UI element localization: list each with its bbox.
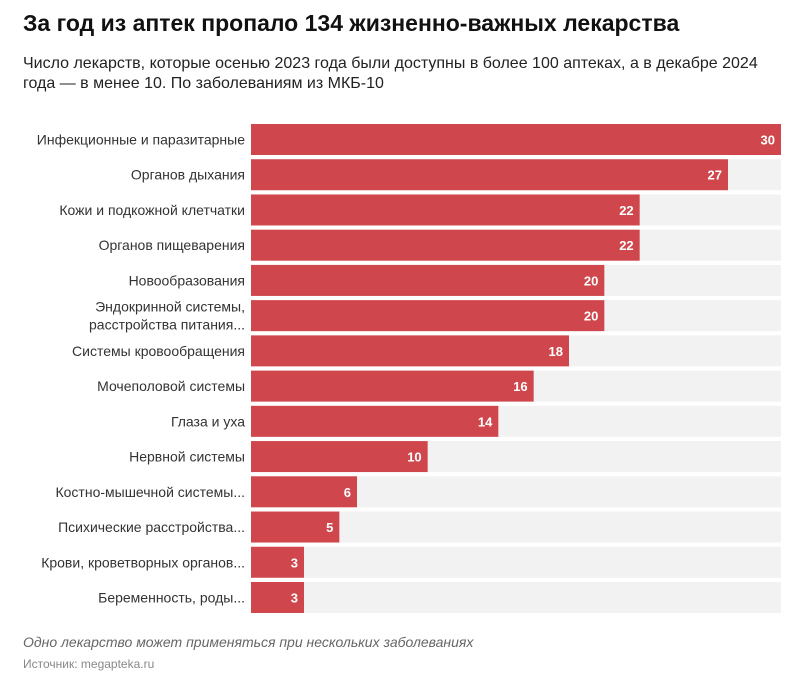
chart-subtitle: Число лекарств, которые осенью 2023 года… bbox=[23, 55, 758, 92]
bar bbox=[251, 229, 640, 261]
bar bbox=[251, 476, 357, 508]
data-label: 3 bbox=[291, 555, 298, 570]
bar-track bbox=[251, 546, 781, 578]
category-label: Крови, кроветворных органов... bbox=[41, 554, 245, 570]
category-label: Органов дыхания bbox=[131, 167, 245, 183]
bar bbox=[251, 264, 605, 296]
category-label: Новообразования bbox=[129, 272, 245, 288]
category-label: расстройства питания... bbox=[89, 317, 245, 333]
bar bbox=[251, 581, 304, 613]
category-label: Кожи и подкожной клетчатки bbox=[59, 202, 245, 218]
bar bbox=[251, 441, 428, 473]
bar bbox=[251, 124, 781, 155]
data-label: 20 bbox=[584, 309, 598, 324]
bar bbox=[251, 405, 499, 437]
data-label: 27 bbox=[708, 168, 722, 183]
category-label: Глаза и уха bbox=[171, 413, 245, 429]
data-label: 16 bbox=[513, 379, 527, 394]
data-label: 3 bbox=[291, 590, 298, 605]
data-label: 22 bbox=[619, 203, 633, 218]
category-label: Беременность, роды... bbox=[98, 589, 245, 605]
data-label: 5 bbox=[326, 520, 333, 535]
data-label: 14 bbox=[478, 414, 493, 429]
category-label: Органов пищеварения bbox=[99, 237, 245, 253]
category-label: Системы кровообращения bbox=[72, 343, 245, 359]
bar bbox=[251, 159, 728, 191]
data-label: 6 bbox=[344, 485, 351, 500]
bar bbox=[251, 194, 640, 226]
bar bbox=[251, 335, 569, 367]
category-label: Нервной системы bbox=[129, 449, 245, 465]
bar bbox=[251, 546, 304, 578]
data-label: 22 bbox=[619, 238, 633, 253]
bar-track bbox=[251, 581, 781, 613]
data-label: 18 bbox=[549, 344, 563, 359]
source-credit: Источник: megapteka.ru bbox=[23, 657, 155, 671]
bar bbox=[251, 370, 534, 402]
data-label: 10 bbox=[407, 450, 421, 465]
chart-title: За год из аптек пропало 134 жизненно-важ… bbox=[23, 10, 680, 36]
data-label: 20 bbox=[584, 273, 598, 288]
category-label: Психические расстройства... bbox=[58, 519, 245, 535]
footnote: Одно лекарство может применяться при нес… bbox=[23, 634, 474, 650]
data-label: 30 bbox=[761, 133, 775, 148]
bar bbox=[251, 300, 605, 332]
category-label: Костно-мышечной системы... bbox=[55, 484, 245, 500]
category-label: Мочеполовой системы bbox=[97, 378, 245, 394]
bar bbox=[251, 511, 340, 543]
category-label: Инфекционные и паразитарные bbox=[37, 132, 245, 148]
category-label: Эндокринной системы, bbox=[95, 299, 245, 315]
